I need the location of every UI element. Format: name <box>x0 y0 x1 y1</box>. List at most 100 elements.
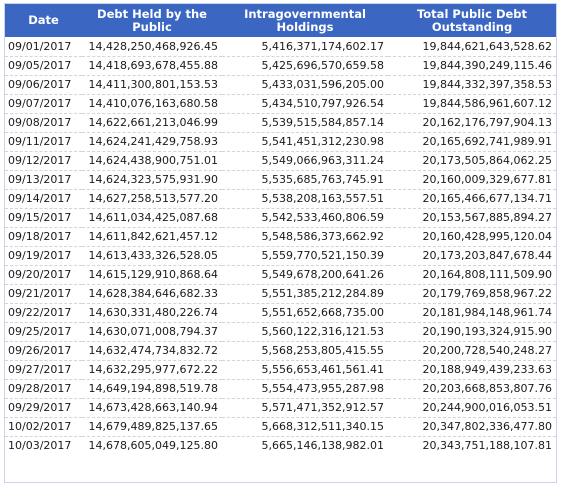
intragovernmental-holdings-cell: 5,665,146,138,982.01 <box>261 439 384 453</box>
intragovernmental-holdings-cell: 5,560,122,316,121.53 <box>222 322 388 342</box>
table-row: 09/12/2017 14,624,438,900,751.01 5,549,066… <box>5 151 556 171</box>
table-row: 09/29/2017 14,673,428,663,140.94 5,571,471… <box>5 398 556 418</box>
date-cell: 09/15/2017 <box>5 208 82 228</box>
intragovernmental-holdings-cell: 5,542,533,460,806.59 <box>222 208 388 228</box>
intragovernmental-holdings-cell: 5,554,473,955,287.98 <box>222 379 388 399</box>
intragovernmental-holdings-cell: 5,556,653,461,561.41 <box>222 360 388 380</box>
intragovernmental-holdings-cell: 5,538,208,163,557.51 <box>222 189 388 209</box>
total-public-debt-cell: 20,162,176,797,904.13 <box>388 113 556 133</box>
total-public-debt-cell: 20,343,751,188,107.81 <box>422 439 552 453</box>
date-cell: 09/21/2017 <box>5 284 82 304</box>
total-public-debt-cell: 20,203,668,853,807.76 <box>388 379 556 399</box>
intragovernmental-holdings-cell: 5,535,685,763,745.91 <box>222 170 388 190</box>
date-cell: 09/28/2017 <box>5 379 82 399</box>
debt-held-by-public-cell: 14,624,241,429,758.93 <box>82 132 222 152</box>
table-row: 10/03/2017 14,678,605,049,125.80 5,665,146… <box>5 436 556 455</box>
date-cell: 09/01/2017 <box>5 37 82 57</box>
date-cell: 09/12/2017 <box>5 151 82 171</box>
table-row: 09/26/2017 14,632,474,734,832.72 5,568,253… <box>5 341 556 361</box>
intragovernmental-holdings-cell: 5,416,371,174,602.17 <box>222 37 388 57</box>
intragovernmental-holdings-cell: 5,539,515,584,857.14 <box>222 113 388 133</box>
intragovernmental-holdings-cell: 5,549,678,200,641.26 <box>222 265 388 285</box>
intragovernmental-holdings-cell: 5,668,312,511,340.15 <box>222 417 388 437</box>
intragovernmental-holdings-cell: 5,571,471,352,912.57 <box>222 398 388 418</box>
debt-held-by-public-cell: 14,649,194,898,519.78 <box>82 379 222 399</box>
table-row: 09/13/2017 14,624,323,575,931.90 5,535,685… <box>5 170 556 190</box>
date-cell: 09/06/2017 <box>5 75 82 95</box>
table-row: 09/20/2017 14,615,129,910,868.64 5,549,678… <box>5 265 556 285</box>
total-public-debt-cell: 20,173,505,864,062.25 <box>388 151 556 171</box>
date-cell: 09/27/2017 <box>5 360 82 380</box>
total-public-debt-cell: 20,181,984,148,961.74 <box>388 303 556 323</box>
debt-held-by-public-cell: 14,673,428,663,140.94 <box>82 398 222 418</box>
table-row: 09/01/2017 14,428,250,468,926.45 5,416,371… <box>5 37 556 57</box>
table-row: 09/14/2017 14,627,258,513,577.20 5,538,208… <box>5 189 556 209</box>
total-public-debt-cell: 20,165,466,677,134.71 <box>388 189 556 209</box>
debt-held-by-public-cell: 14,679,489,825,137.65 <box>82 417 222 437</box>
column-header-date[interactable]: Date <box>5 4 82 37</box>
debt-held-by-public-cell: 14,611,034,425,087.68 <box>82 208 222 228</box>
debt-held-by-public-cell: 14,678,605,049,125.80 <box>88 439 218 453</box>
table-row: 09/19/2017 14,613,433,326,528.05 5,559,770… <box>5 246 556 266</box>
date-cell: 09/11/2017 <box>5 132 82 152</box>
date-cell: 09/13/2017 <box>5 170 82 190</box>
intragovernmental-holdings-cell: 5,433,031,596,205.00 <box>222 75 388 95</box>
total-public-debt-cell: 20,160,009,329,677.81 <box>388 170 556 190</box>
debt-held-by-public-cell: 14,630,071,008,794.37 <box>82 322 222 342</box>
table-row: 09/08/2017 14,622,661,213,046.99 5,539,515… <box>5 113 556 133</box>
column-header-total-public-debt[interactable]: Total Public Debt Outstanding <box>388 4 556 37</box>
debt-held-by-public-cell: 14,630,331,480,226.74 <box>82 303 222 323</box>
intragovernmental-holdings-cell: 5,541,451,312,230.98 <box>222 132 388 152</box>
intragovernmental-holdings-cell: 5,548,586,373,662.92 <box>222 227 388 247</box>
date-cell: 09/22/2017 <box>5 303 82 323</box>
intragovernmental-holdings-cell: 5,549,066,963,311.24 <box>222 151 388 171</box>
column-header-intragovernmental-holdings[interactable]: Intragovernmental Holdings <box>222 4 388 37</box>
date-cell: 10/03/2017 <box>8 439 72 453</box>
intragovernmental-holdings-cell: 5,559,770,521,150.39 <box>222 246 388 266</box>
table-row: 09/15/2017 14,611,034,425,087.68 5,542,533… <box>5 208 556 228</box>
total-public-debt-cell: 20,153,567,885,894.27 <box>388 208 556 228</box>
table-row: 09/06/2017 14,411,300,801,153.53 5,433,031… <box>5 75 556 95</box>
table-row: 09/21/2017 14,628,384,646,682.33 5,551,385… <box>5 284 556 304</box>
debt-held-by-public-cell: 14,624,323,575,931.90 <box>82 170 222 190</box>
table-body: 09/01/2017 14,428,250,468,926.45 5,416,371… <box>5 37 556 455</box>
debt-table-container: Date Debt Held by the Public Intragovern… <box>4 3 557 483</box>
date-cell: 09/05/2017 <box>5 56 82 76</box>
column-header-debt-held-by-public[interactable]: Debt Held by the Public <box>82 4 222 37</box>
total-public-debt-cell: 20,173,203,847,678.44 <box>388 246 556 266</box>
total-public-debt-cell: 20,165,692,741,989.91 <box>388 132 556 152</box>
date-cell: 09/19/2017 <box>5 246 82 266</box>
table-row: 10/02/2017 14,679,489,825,137.65 5,668,312… <box>5 417 556 437</box>
total-public-debt-cell: 19,844,586,961,607.12 <box>388 94 556 114</box>
debt-held-by-public-cell: 14,613,433,326,528.05 <box>82 246 222 266</box>
debt-held-by-public-cell: 14,615,129,910,868.64 <box>82 265 222 285</box>
intragovernmental-holdings-cell: 5,551,385,212,284.89 <box>222 284 388 304</box>
table-row: 09/05/2017 14,418,693,678,455.88 5,425,696… <box>5 56 556 76</box>
total-public-debt-cell: 20,190,193,324,915.90 <box>388 322 556 342</box>
date-cell: 09/26/2017 <box>5 341 82 361</box>
debt-held-by-public-cell: 14,624,438,900,751.01 <box>82 151 222 171</box>
date-cell: 10/02/2017 <box>5 417 82 437</box>
debt-held-by-public-cell: 14,410,076,163,680.58 <box>82 94 222 114</box>
intragovernmental-holdings-cell: 5,434,510,797,926.54 <box>222 94 388 114</box>
debt-held-by-public-cell: 14,428,250,468,926.45 <box>82 37 222 57</box>
date-cell: 09/08/2017 <box>5 113 82 133</box>
table-header: Date Debt Held by the Public Intragovern… <box>5 4 556 37</box>
total-public-debt-cell: 20,188,949,439,233.63 <box>388 360 556 380</box>
total-public-debt-cell: 20,179,769,858,967.22 <box>388 284 556 304</box>
total-public-debt-cell: 19,844,332,397,358.53 <box>388 75 556 95</box>
date-cell: 09/18/2017 <box>5 227 82 247</box>
intragovernmental-holdings-cell: 5,425,696,570,659.58 <box>222 56 388 76</box>
debt-held-by-public-cell: 14,627,258,513,577.20 <box>82 189 222 209</box>
date-cell: 09/07/2017 <box>5 94 82 114</box>
table-row: 09/27/2017 14,632,295,977,672.22 5,556,653… <box>5 360 556 380</box>
debt-held-by-public-cell: 14,418,693,678,455.88 <box>82 56 222 76</box>
table-row: 09/11/2017 14,624,241,429,758.93 5,541,451… <box>5 132 556 152</box>
table-row: 09/25/2017 14,630,071,008,794.37 5,560,122… <box>5 322 556 342</box>
table-row: 09/28/2017 14,649,194,898,519.78 5,554,473… <box>5 379 556 399</box>
date-cell: 09/20/2017 <box>5 265 82 285</box>
debt-table: Date Debt Held by the Public Intragovern… <box>5 4 556 455</box>
debt-held-by-public-cell: 14,411,300,801,153.53 <box>82 75 222 95</box>
total-public-debt-cell: 20,347,802,336,477.80 <box>388 417 556 437</box>
total-public-debt-cell: 20,164,808,111,509.90 <box>388 265 556 285</box>
